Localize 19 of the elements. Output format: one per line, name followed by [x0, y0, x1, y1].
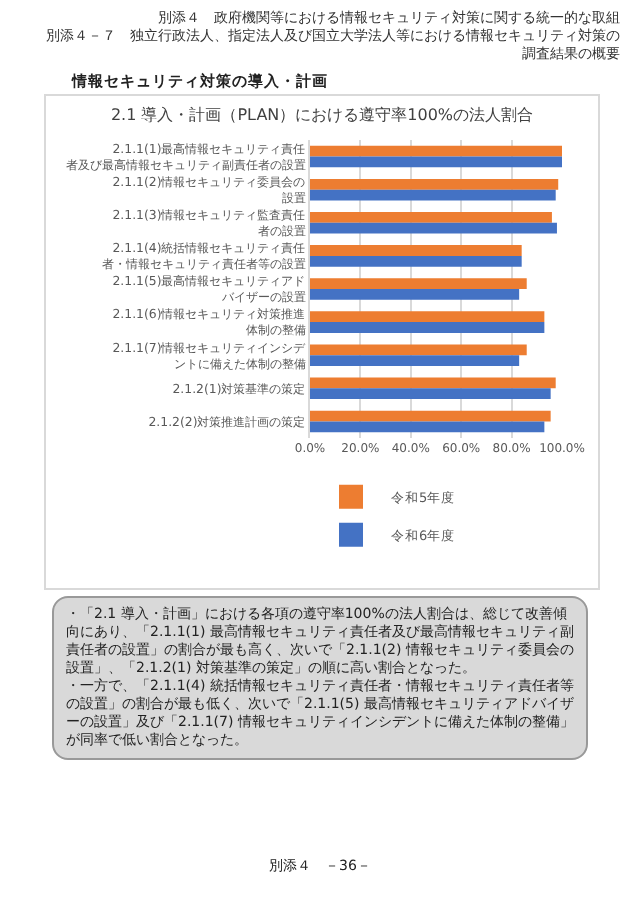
bar — [310, 355, 520, 366]
bar — [310, 178, 559, 190]
bar — [310, 245, 522, 256]
bar — [310, 388, 551, 400]
bar — [310, 189, 556, 201]
bar — [310, 156, 562, 168]
bar — [310, 344, 527, 356]
bar — [310, 222, 557, 234]
bar — [310, 311, 545, 323]
bar — [310, 212, 552, 223]
bar — [310, 289, 520, 300]
bar — [310, 421, 545, 433]
bar — [310, 255, 522, 267]
bar — [310, 145, 562, 157]
bar — [310, 377, 556, 389]
bar — [310, 410, 551, 422]
chart-title: 2.1 導入・計画（PLAN）における遵守率100%の法人割合 — [110, 105, 534, 124]
bar — [310, 278, 527, 289]
bar — [310, 322, 545, 333]
